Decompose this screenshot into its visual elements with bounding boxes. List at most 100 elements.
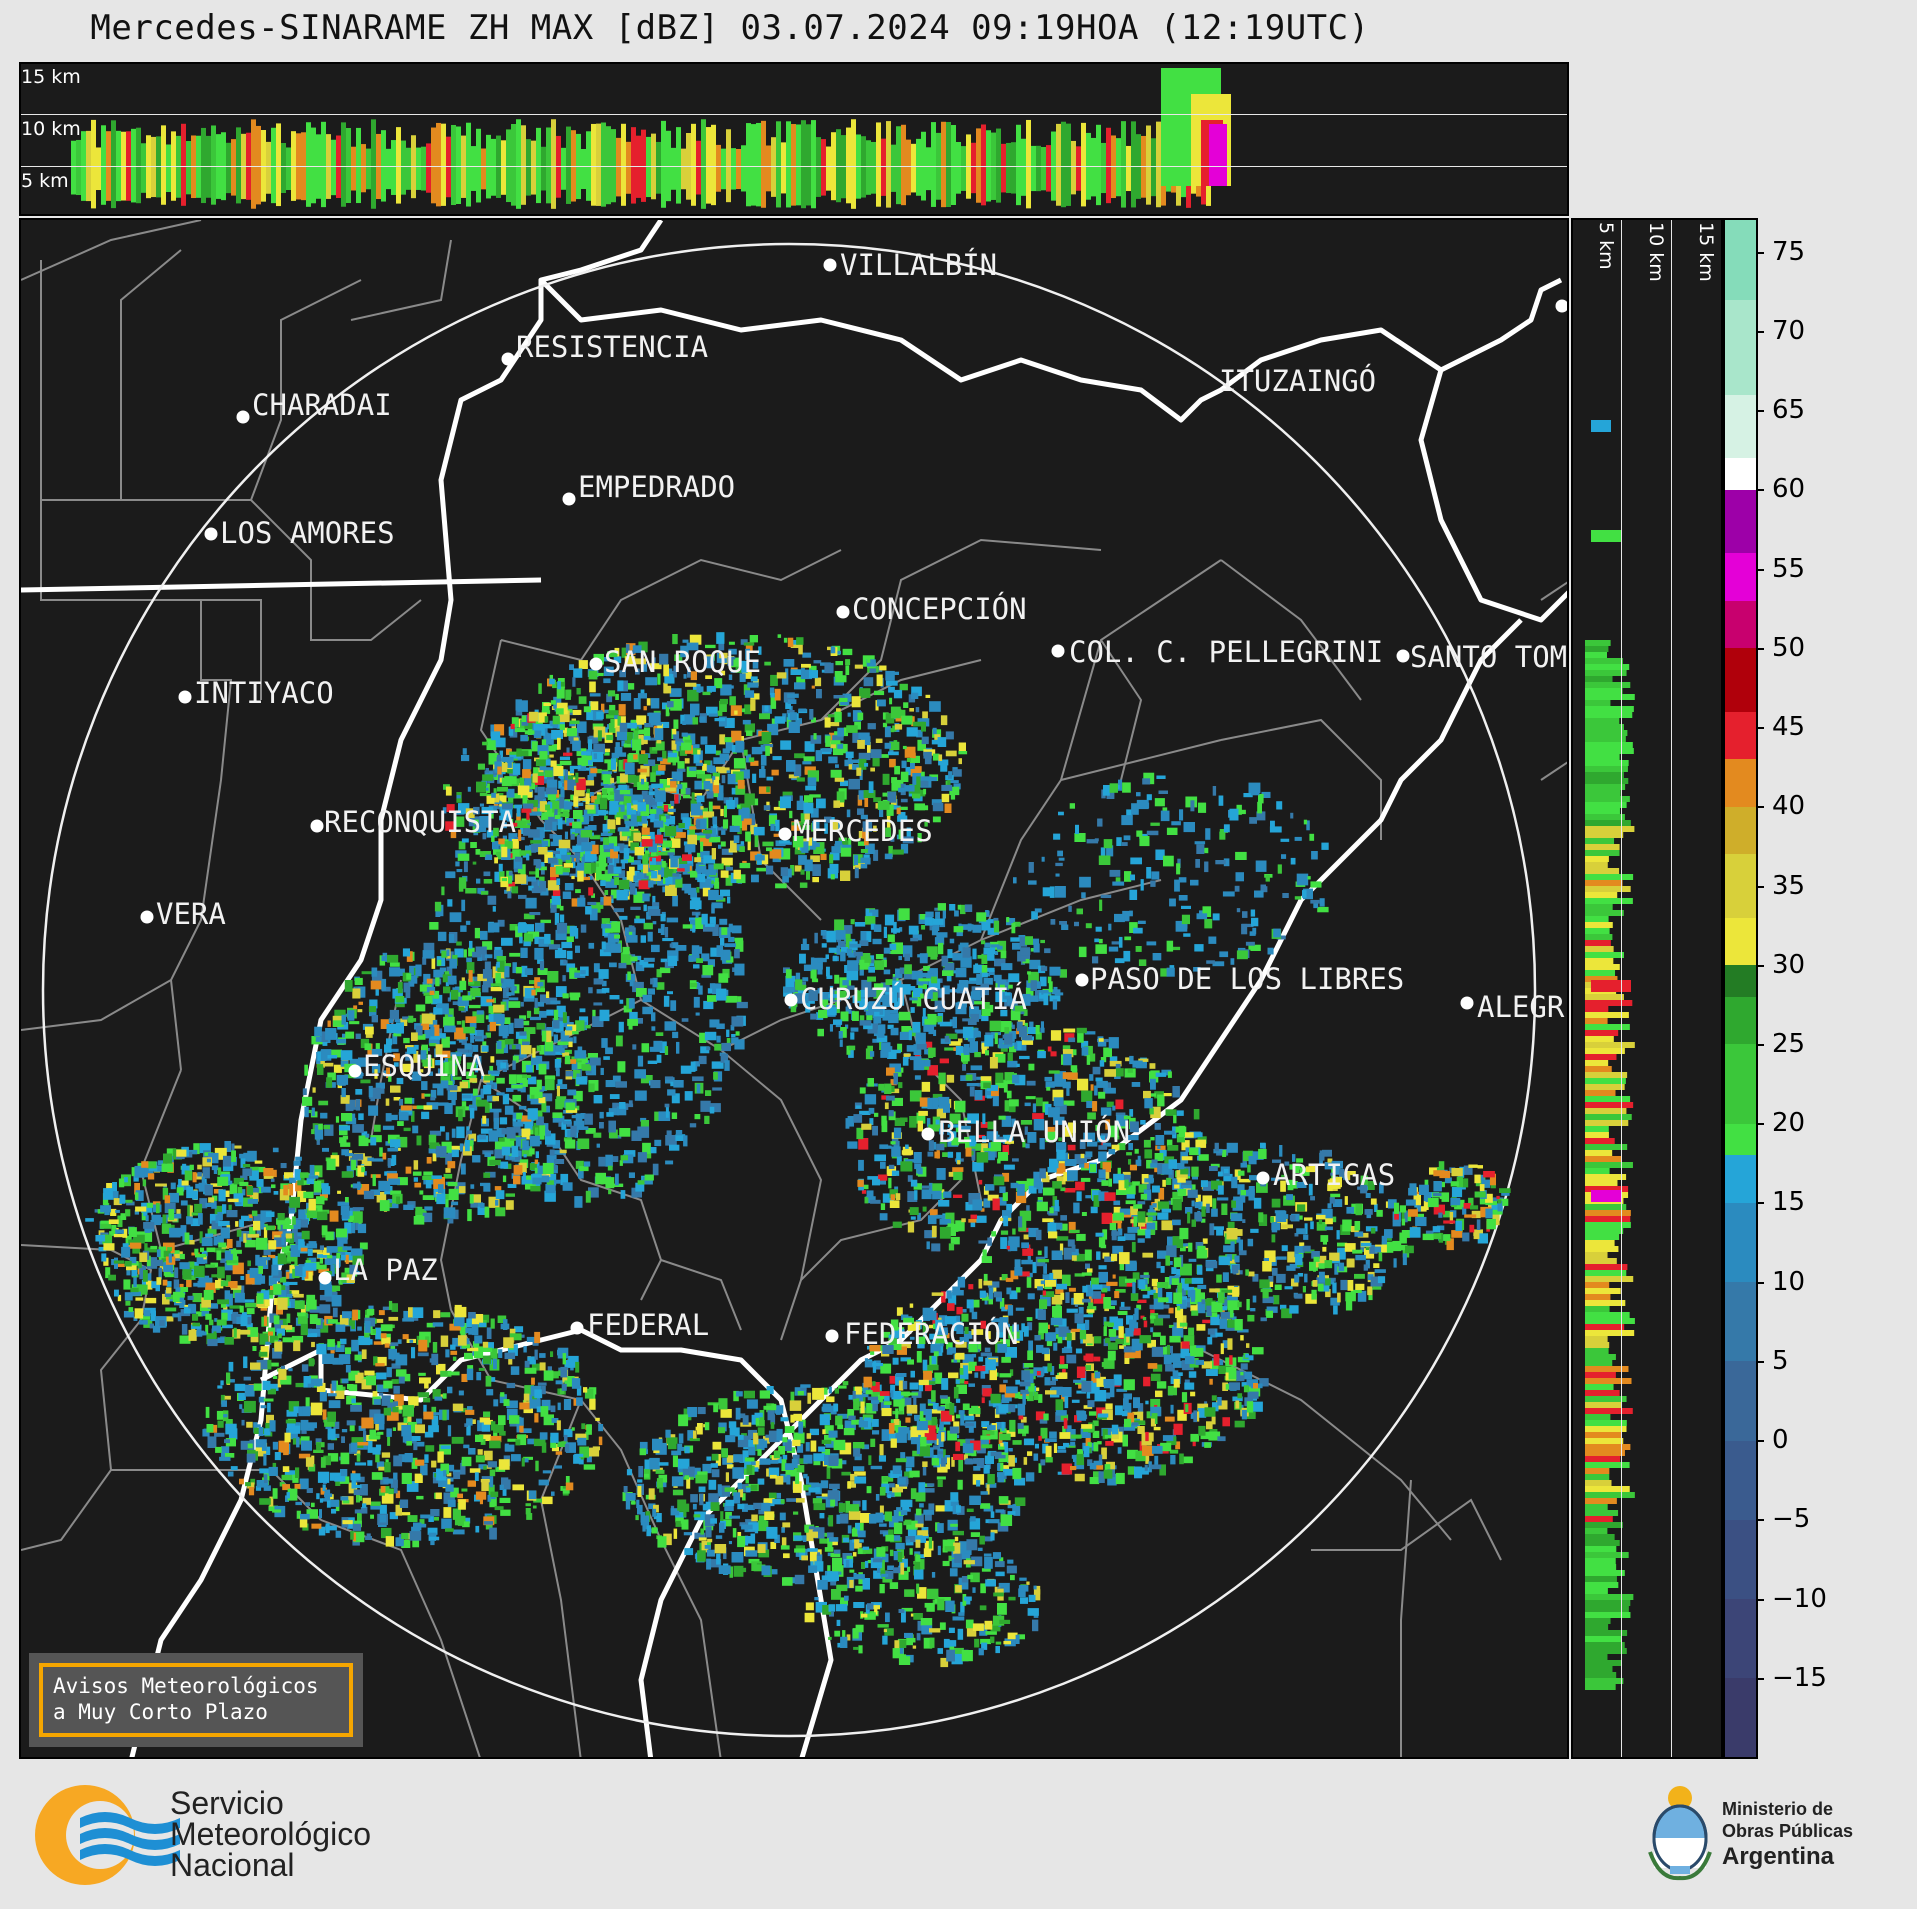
colorbar-band (1725, 394, 1756, 459)
top-height-label-10: 10 km (21, 118, 81, 140)
city-dot (589, 657, 603, 671)
city-label-paso-de-los-libres: PASO DE LOS LIBRES (1090, 962, 1405, 996)
city-dot (1256, 1171, 1270, 1185)
colorbar-tick: 45 (1756, 714, 1818, 740)
radar-range-ring (41, 242, 1537, 1738)
colorbar-tick: 55 (1756, 556, 1818, 582)
city-dot (236, 410, 250, 424)
colorbar-tick: 0 (1756, 1427, 1818, 1453)
city-label-charadai: CHARADAI (252, 388, 392, 422)
side-height-label-5: 5 km (1595, 222, 1617, 270)
city-dot (836, 605, 850, 619)
colorbar-tick: 20 (1756, 1110, 1818, 1136)
city-label-resistencia: RESISTENCIA (516, 330, 709, 364)
city-dot (825, 1329, 839, 1343)
city-label-reconquista: RECONQUISTA (324, 805, 517, 839)
colorbar-band (1725, 853, 1756, 918)
colorbar-band (1725, 457, 1756, 490)
city-dot (1051, 644, 1065, 658)
warnings-legend-line1: Avisos Meteorológicos (53, 1674, 319, 1698)
colorbar-band (1725, 1360, 1756, 1441)
colorbar-band (1725, 964, 1756, 997)
city-label-federacion: FEDERACIÓN (844, 1317, 1019, 1351)
colorbar-band (1725, 552, 1756, 601)
colorbar-band (1725, 1154, 1756, 1203)
colorbar-tick: −5 (1756, 1506, 1818, 1532)
colorbar-band (1725, 220, 1756, 300)
city-dot (178, 690, 192, 704)
city-dot (310, 819, 324, 833)
city-label-empedrado: EMPEDRADO (578, 470, 736, 504)
city-dot (778, 827, 792, 841)
city-label-ituzaingo: ITUZAINGÓ (1219, 364, 1377, 398)
city-label-artigas: ARTIGAS (1273, 1158, 1396, 1192)
city-dot (823, 258, 837, 272)
city-label-mercedes: MERCEDES (793, 814, 933, 848)
city-label-vera: VERA (156, 897, 226, 931)
top-5km-line (21, 166, 1567, 167)
city-dot (1460, 996, 1474, 1010)
city-dot (140, 910, 154, 924)
city-dot (921, 1127, 935, 1141)
colorbar-band (1725, 711, 1756, 760)
city-label-col-pellegrini: COL. C. PELLEGRINI (1069, 635, 1384, 669)
ministry-line3: Argentina (1722, 1843, 1835, 1870)
top-profile-echoes (71, 68, 1231, 209)
city-label-esquina: ESQUINA (363, 1049, 486, 1083)
city-dot (348, 1064, 362, 1078)
warnings-legend-box[interactable]: Avisos Meteorológicos a Muy Corto Plazo (29, 1653, 363, 1747)
city-label-villalbin: VILLALBÍN (840, 248, 998, 282)
colorbar-band (1725, 647, 1756, 712)
colorbar-tick: 30 (1756, 952, 1818, 978)
radar-map[interactable]: VILLALBÍN RESISTENCIA CHARADAI ITUZAINGÓ… (19, 218, 1569, 1759)
city-label-alegrete: ALEGR (1477, 990, 1565, 1024)
colorbar-tick: −10 (1756, 1586, 1827, 1612)
ministry-line2: Obras Públicas (1722, 1821, 1854, 1841)
city-dot (501, 352, 515, 366)
warnings-legend-frame: Avisos Meteorológicos a Muy Corto Plazo (39, 1663, 353, 1737)
city-label-federal: FEDERAL (587, 1308, 710, 1342)
top-10km-line (21, 114, 1567, 115)
colorbar-band (1725, 1598, 1756, 1679)
side-height-label-10: 10 km (1645, 222, 1667, 282)
colorbar-tick: 50 (1756, 635, 1818, 661)
city-dot (1555, 299, 1567, 313)
city-dot (570, 1321, 584, 1335)
colorbar-band (1725, 806, 1756, 855)
colorbar-tick: 25 (1756, 1031, 1818, 1057)
smn-line1: Servicio (170, 1785, 284, 1821)
smn-line2: Meteorológico (170, 1816, 371, 1852)
side-10km-line (1671, 220, 1672, 1757)
colorbar-tick: 5 (1756, 1348, 1818, 1374)
colorbar-tick: 70 (1756, 318, 1818, 344)
city-label-san-roque: SAN ROQUE (604, 645, 762, 679)
city-label-concepcion: CONCEPCIÓN (852, 592, 1027, 626)
dbz-colorbar (1723, 218, 1758, 1759)
colorbar-band (1725, 600, 1756, 649)
smn-agency-name: Servicio Meteorológico Nacional (170, 1785, 371, 1881)
city-label-intiyaco: INTIYACO (194, 676, 334, 710)
top-height-profile-panel: 15 km 10 km 5 km (19, 62, 1569, 216)
reflectivity-echoes (85, 632, 1511, 1668)
city-dot (784, 993, 798, 1007)
warnings-legend-line2: a Muy Corto Plazo (53, 1700, 268, 1724)
city-label-curuzu-cuatia: CURUZÚ CUATIÁ (800, 982, 1027, 1016)
colorbar-band (1725, 1281, 1756, 1362)
colorbar-band (1725, 1202, 1756, 1283)
city-dot (562, 492, 576, 506)
colorbar-band (1725, 758, 1756, 807)
ministry-name: Ministerio de Obras Públicas Argentina (1722, 1798, 1853, 1872)
map-title: Mercedes-SINARAME ZH MAX [dBZ] 03.07.202… (90, 8, 1370, 48)
colorbar-band (1725, 996, 1756, 1045)
colorbar-band (1725, 917, 1756, 966)
colorbar-band (1725, 1440, 1756, 1520)
colorbar-tick: −15 (1756, 1665, 1827, 1691)
colorbar-band (1725, 299, 1756, 395)
city-dot (318, 1271, 332, 1285)
side-height-label-15: 15 km (1695, 222, 1717, 282)
city-label-la-paz: LA PAZ (333, 1253, 438, 1287)
city-label-los-amores: LOS AMORES (220, 516, 395, 550)
smn-logo-icon (35, 1785, 180, 1885)
argentina-coat-of-arms-icon (1648, 1786, 1712, 1881)
city-dot (204, 527, 218, 541)
